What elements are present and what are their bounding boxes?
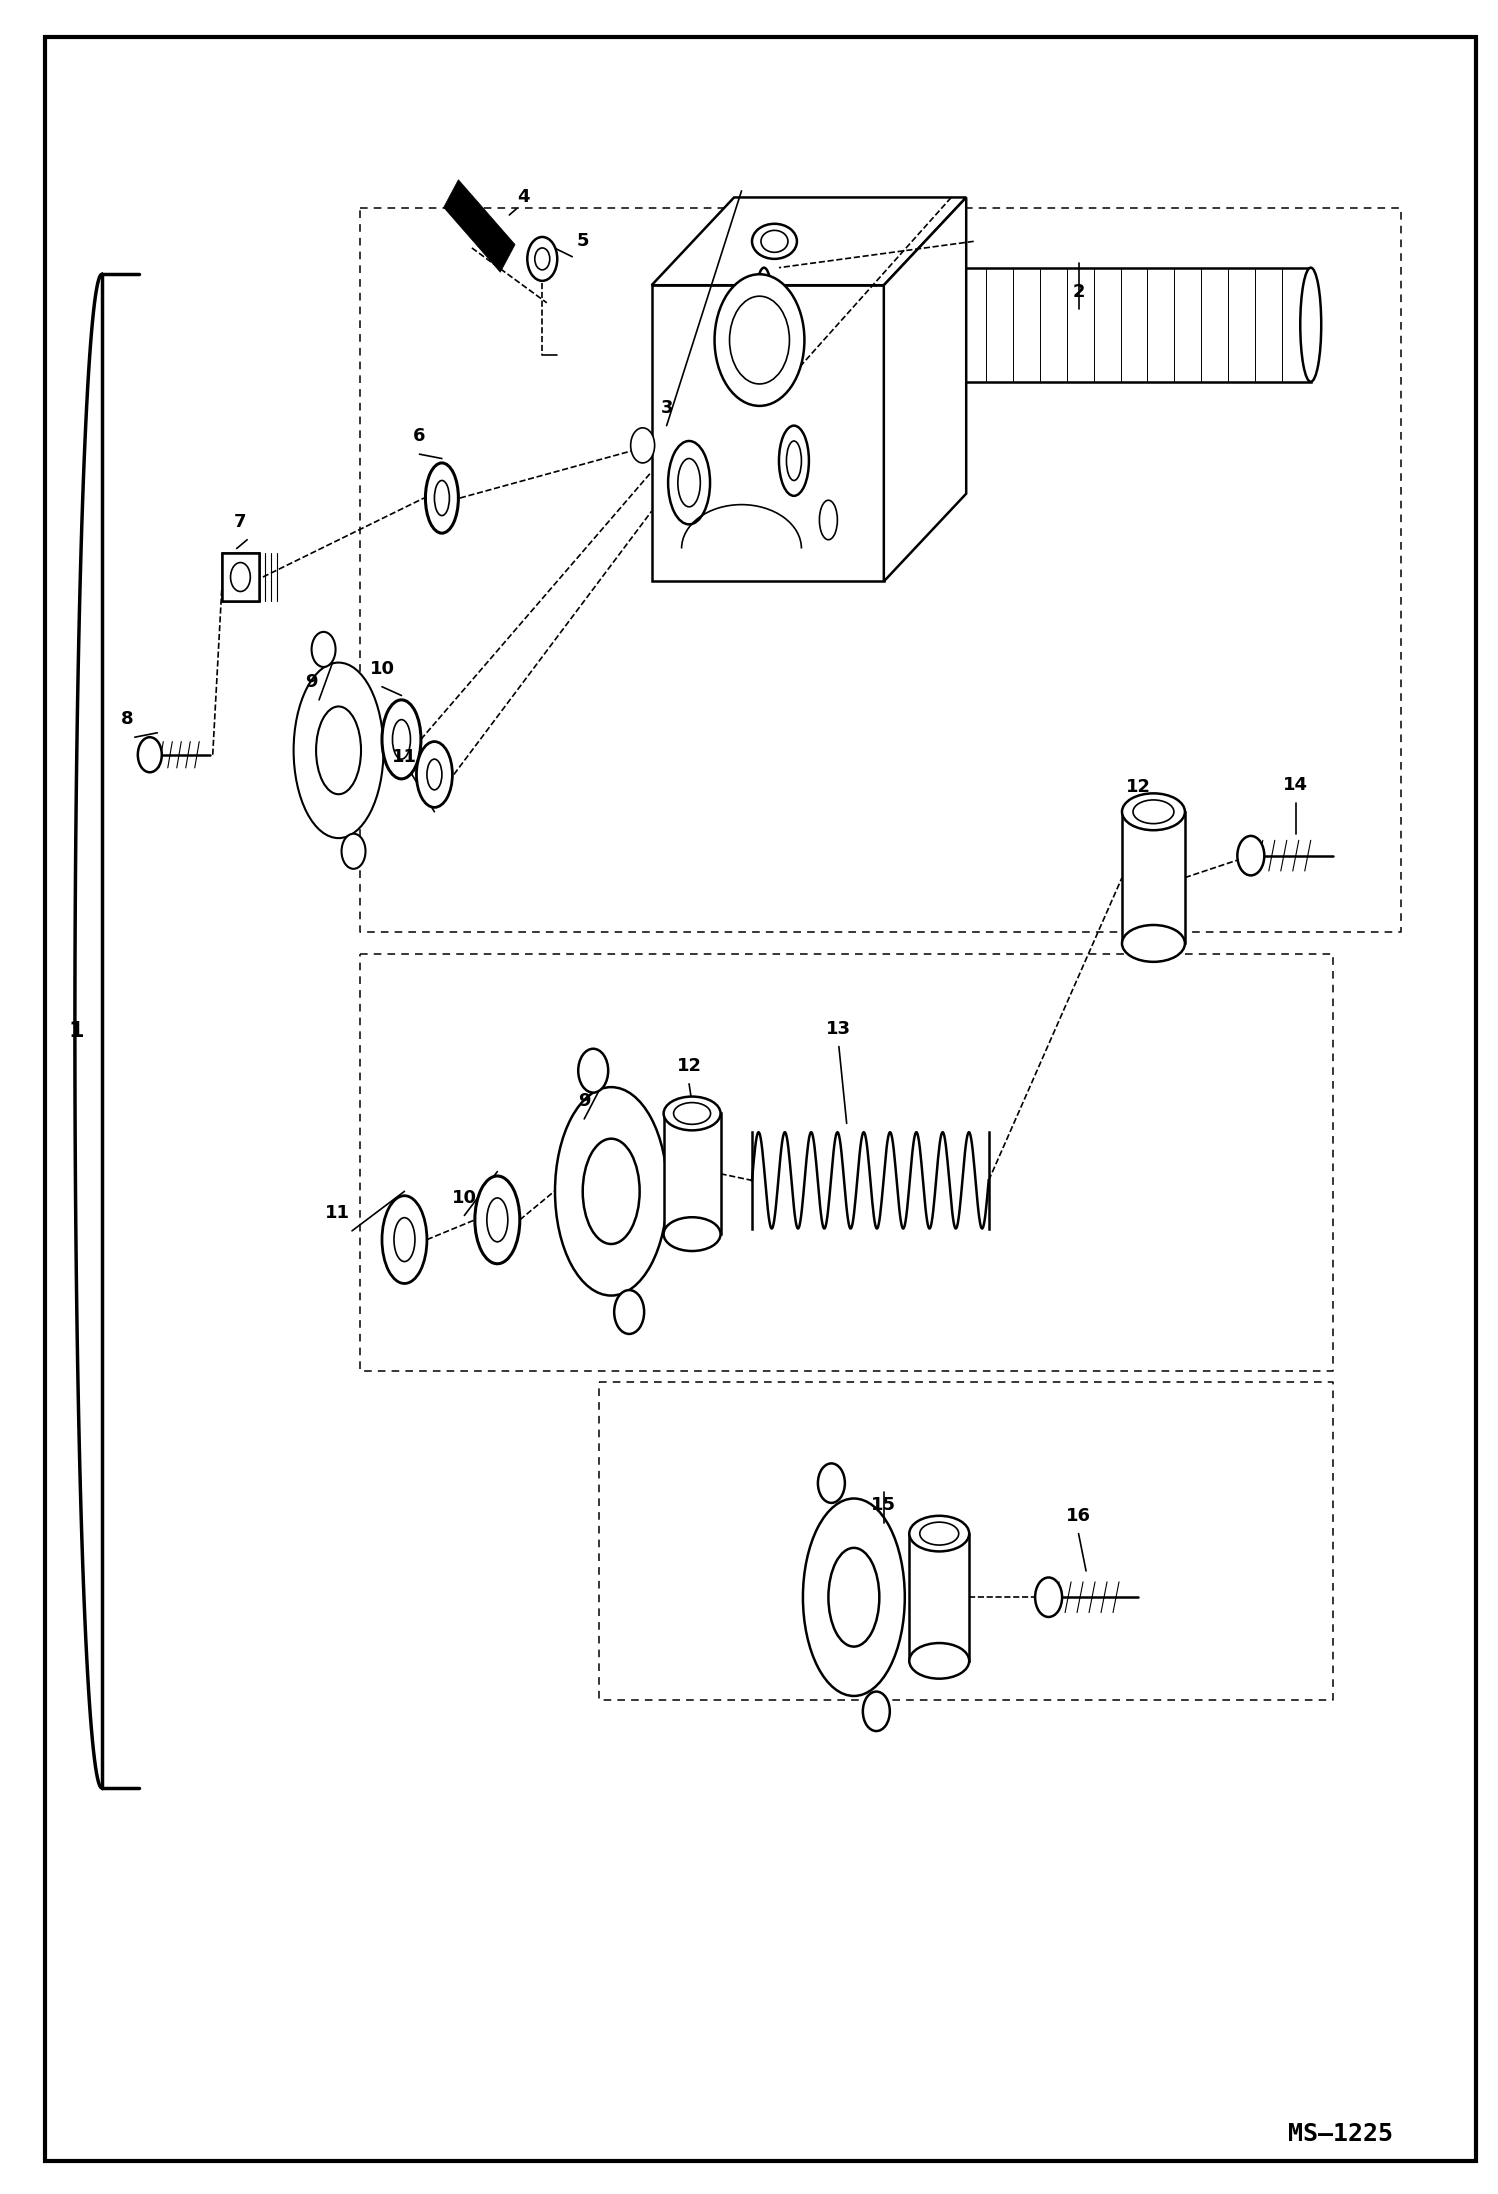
Ellipse shape [752, 224, 797, 259]
Text: 5: 5 [577, 233, 589, 250]
Circle shape [730, 296, 789, 384]
Text: 14: 14 [1284, 777, 1308, 794]
Polygon shape [652, 197, 966, 285]
Ellipse shape [475, 1176, 520, 1264]
Text: 8: 8 [121, 711, 133, 728]
Ellipse shape [294, 663, 383, 838]
Circle shape [863, 1692, 890, 1731]
Circle shape [631, 428, 655, 463]
Circle shape [527, 237, 557, 281]
Ellipse shape [819, 500, 837, 540]
Ellipse shape [668, 441, 710, 524]
Text: 9: 9 [306, 674, 318, 691]
Ellipse shape [434, 480, 449, 516]
Text: 10: 10 [370, 660, 394, 678]
Ellipse shape [416, 742, 452, 807]
Bar [664, 1112, 721, 1233]
Circle shape [312, 632, 336, 667]
Bar [764, 268, 1311, 382]
Circle shape [535, 248, 550, 270]
Ellipse shape [394, 1218, 415, 1262]
Text: 9: 9 [578, 1093, 590, 1110]
Ellipse shape [583, 1139, 640, 1244]
Ellipse shape [392, 720, 410, 759]
Polygon shape [884, 197, 966, 581]
Ellipse shape [316, 706, 361, 794]
Circle shape [818, 1463, 845, 1503]
Text: 15: 15 [872, 1496, 896, 1514]
Circle shape [1237, 836, 1264, 875]
Text: 10: 10 [452, 1189, 476, 1207]
Ellipse shape [674, 1104, 710, 1123]
Circle shape [578, 1049, 608, 1093]
Ellipse shape [909, 1643, 969, 1678]
Ellipse shape [1122, 794, 1185, 829]
FancyBboxPatch shape [222, 553, 259, 601]
Bar [1122, 812, 1185, 943]
Circle shape [715, 274, 804, 406]
Bar [443, 180, 515, 272]
Ellipse shape [753, 268, 774, 382]
Text: 3: 3 [661, 399, 673, 417]
Ellipse shape [427, 759, 442, 790]
Ellipse shape [828, 1549, 879, 1646]
Text: 11: 11 [325, 1205, 349, 1222]
Circle shape [1035, 1577, 1062, 1617]
Text: 7: 7 [234, 513, 246, 531]
Text: MS–1225: MS–1225 [1288, 2122, 1393, 2146]
Ellipse shape [803, 1499, 905, 1696]
Ellipse shape [664, 1097, 721, 1130]
Ellipse shape [1122, 926, 1185, 961]
Ellipse shape [487, 1198, 508, 1242]
Text: 12: 12 [1126, 779, 1150, 796]
Text: 16: 16 [1067, 1507, 1091, 1525]
Text: 11: 11 [392, 748, 416, 766]
Text: 2: 2 [1073, 283, 1085, 301]
Ellipse shape [1132, 801, 1174, 823]
Circle shape [138, 737, 162, 772]
Ellipse shape [920, 1523, 959, 1545]
Ellipse shape [664, 1218, 721, 1251]
Ellipse shape [779, 426, 809, 496]
Ellipse shape [761, 230, 788, 252]
Polygon shape [652, 285, 884, 581]
Circle shape [342, 834, 366, 869]
Ellipse shape [554, 1086, 667, 1294]
Ellipse shape [425, 463, 458, 533]
Ellipse shape [382, 700, 421, 779]
Text: 12: 12 [677, 1058, 701, 1075]
Ellipse shape [1300, 268, 1321, 382]
Ellipse shape [786, 441, 801, 480]
Text: 6: 6 [413, 428, 425, 445]
Circle shape [231, 562, 250, 592]
Text: 1: 1 [69, 1020, 84, 1042]
Text: 13: 13 [827, 1020, 851, 1038]
Ellipse shape [382, 1196, 427, 1283]
Text: 4: 4 [517, 189, 529, 206]
Ellipse shape [909, 1516, 969, 1551]
Bar [909, 1534, 969, 1661]
Ellipse shape [677, 459, 701, 507]
Circle shape [614, 1290, 644, 1334]
